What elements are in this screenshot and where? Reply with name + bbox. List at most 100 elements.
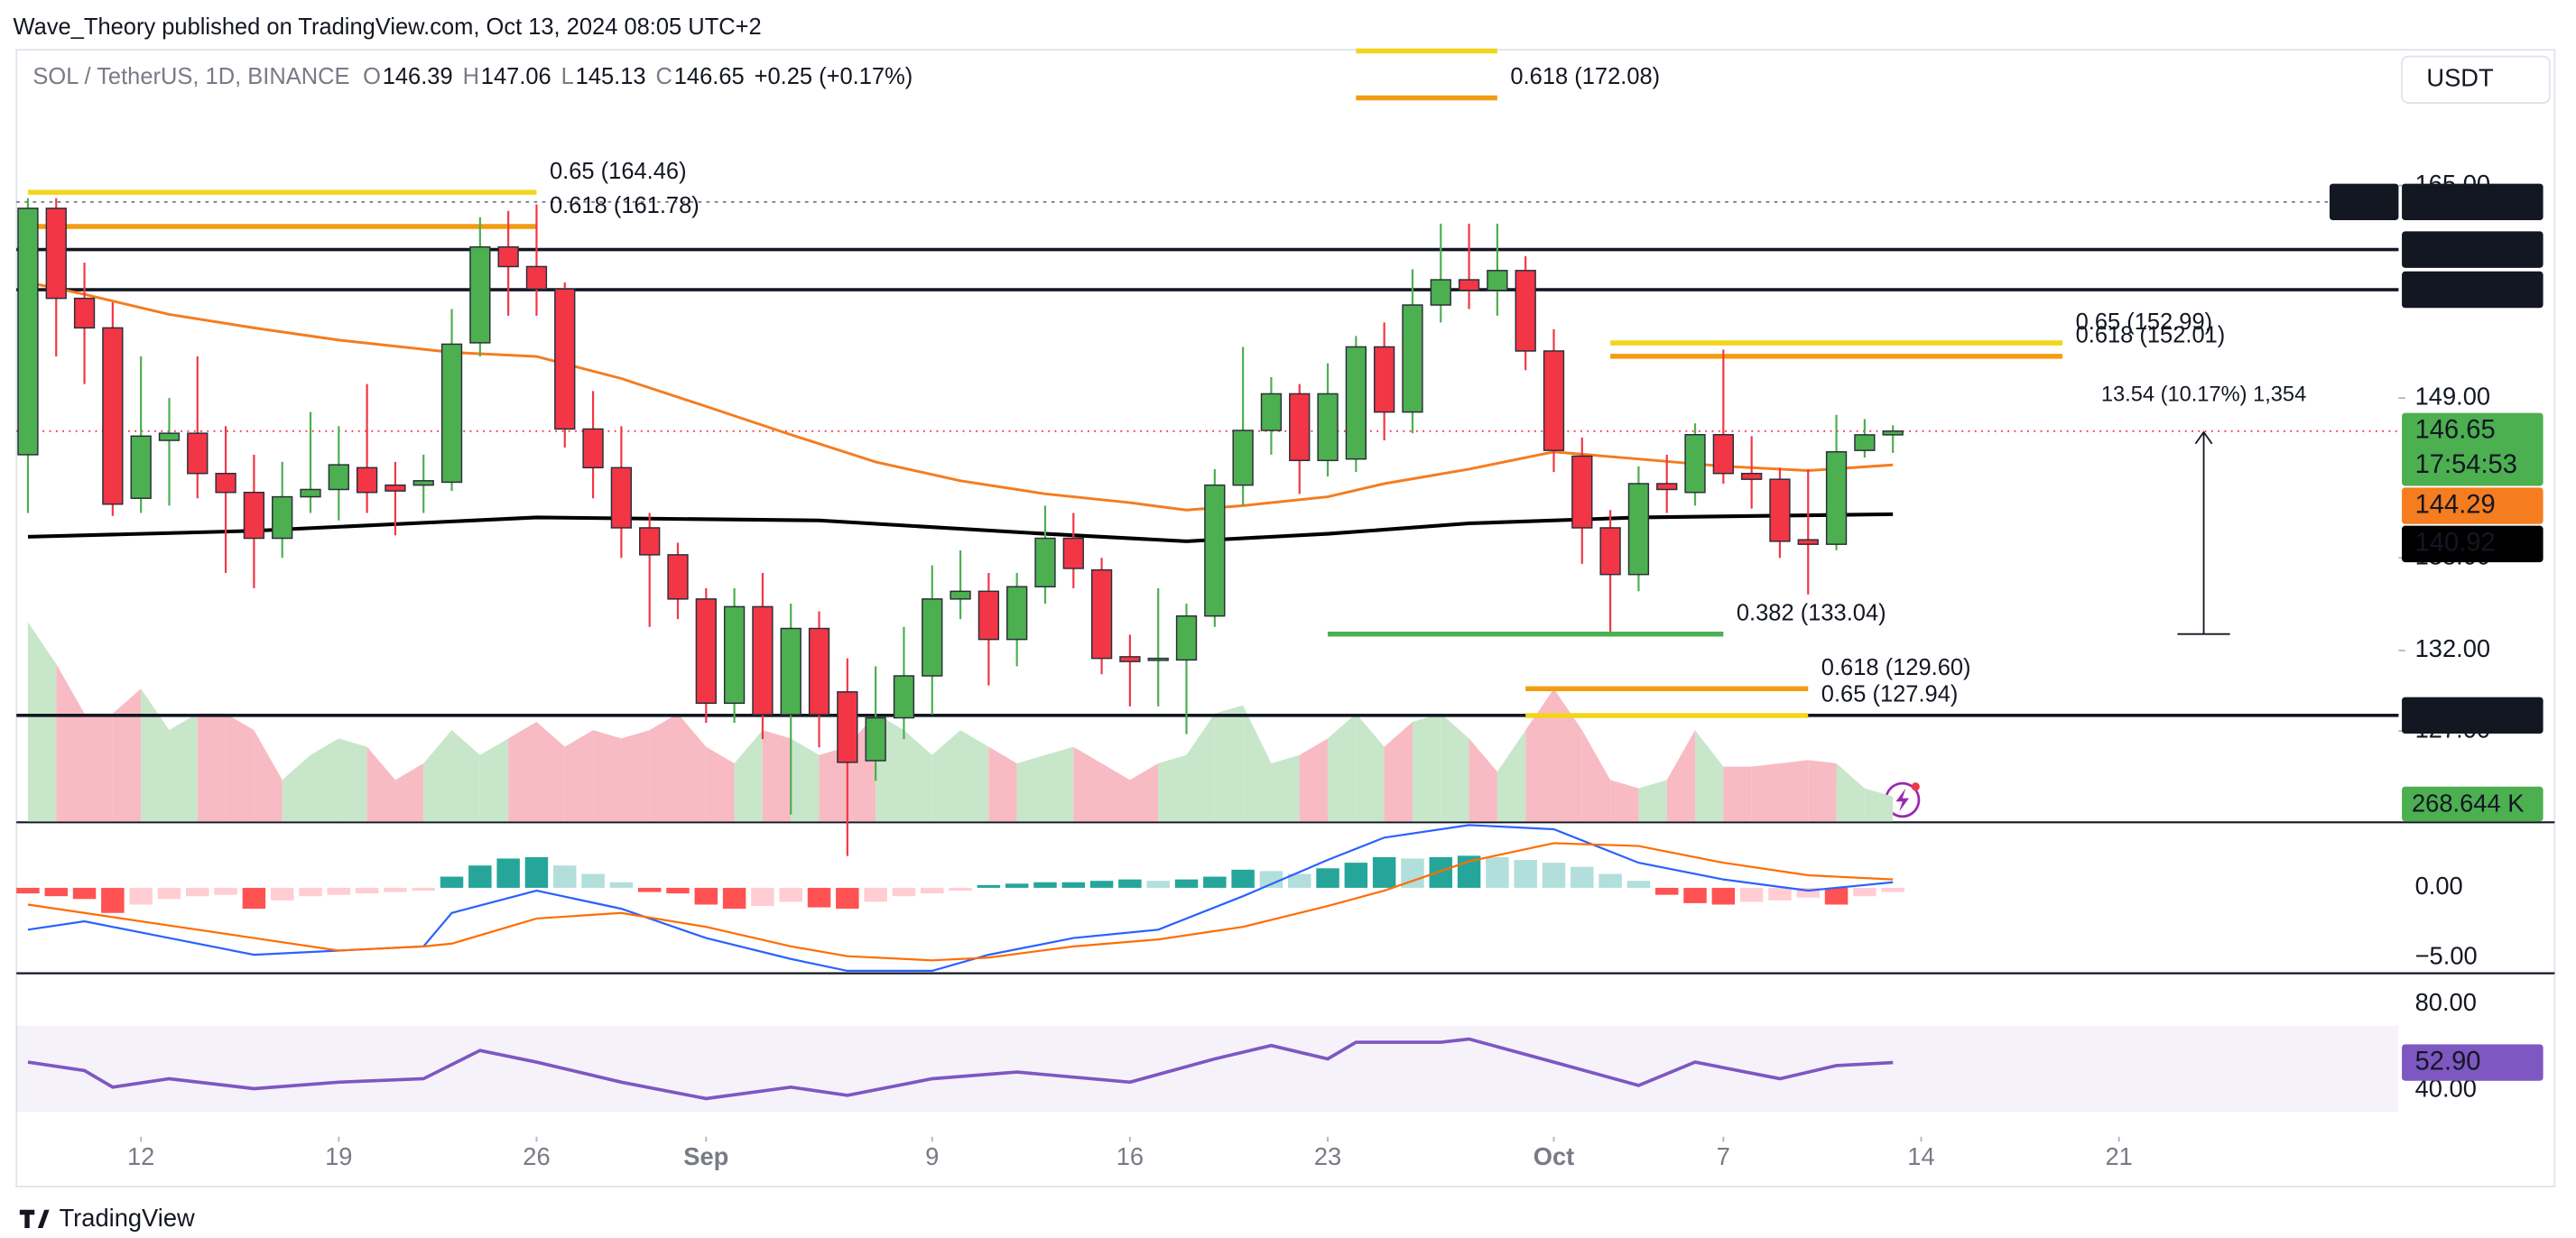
volume-area	[56, 663, 85, 822]
x-tick-label: 7	[1717, 1142, 1730, 1170]
macd-histogram-bar	[637, 887, 662, 892]
candle-body	[73, 297, 96, 329]
macd-histogram-bar	[299, 887, 322, 897]
candle-body	[272, 495, 293, 540]
macd-histogram-bar	[921, 887, 944, 894]
axis-label-box	[2402, 183, 2544, 221]
candle-body	[1627, 483, 1650, 576]
candle-body	[1345, 346, 1367, 460]
macd-histogram-bar	[496, 858, 520, 888]
currency-box[interactable]	[2401, 55, 2551, 104]
volume-area	[762, 730, 792, 822]
volume-area	[1214, 705, 1244, 822]
candle-body	[243, 491, 265, 540]
macd-histogram-bar	[384, 887, 407, 892]
candle-body	[1175, 614, 1198, 661]
candle-body	[130, 435, 152, 499]
brand: TradingView	[19, 1204, 195, 1232]
macd-histogram-bar	[1626, 881, 1651, 888]
axis-tag-box	[2329, 183, 2399, 221]
macd-histogram-bar	[412, 887, 435, 892]
volume-area	[593, 730, 622, 822]
volume-last-label: 268.644 K	[2412, 789, 2524, 817]
macd-histogram-bar	[1288, 873, 1311, 888]
macd-histogram-bar	[186, 887, 209, 897]
volume-area	[141, 688, 170, 822]
macd-histogram-bar	[666, 887, 690, 894]
axis-label: 140.92	[2415, 529, 2496, 558]
volume-area	[423, 730, 452, 822]
macd-histogram-bar	[1259, 871, 1283, 888]
macd-histogram-bar	[1146, 881, 1170, 888]
volume-area	[1553, 688, 1582, 822]
y-tick-label: 132.00	[2415, 634, 2490, 662]
macd-histogram-bar	[1118, 879, 1142, 888]
volume-area	[1243, 705, 1272, 822]
x-tick-label: 16	[1117, 1142, 1144, 1170]
macd-histogram-bar	[1372, 856, 1396, 888]
volume-area	[1271, 754, 1300, 822]
candle-body	[1571, 455, 1593, 529]
macd-histogram-bar	[1429, 856, 1453, 888]
volume-area	[960, 730, 989, 822]
candle-body	[780, 627, 802, 716]
measure-label: 13.54 (10.17%) 1,354	[2101, 383, 2306, 407]
legend-change: +0.25 (+0.17%)	[755, 64, 913, 89]
volume-area	[1496, 730, 1526, 822]
candle-body	[1090, 568, 1113, 660]
candle-body	[1543, 350, 1565, 451]
candle-body	[922, 598, 943, 677]
brand-name: TradingView	[60, 1204, 195, 1232]
macd-histogram-bar	[1203, 876, 1227, 888]
volume-area	[366, 746, 395, 822]
axis-label: 160.00	[2415, 234, 2496, 263]
volume-area	[1751, 762, 1780, 822]
volume-area	[197, 713, 227, 822]
candle-body	[639, 527, 661, 556]
volume-area	[1638, 780, 1667, 822]
fib-label: 0.382 (133.04)	[1737, 600, 1886, 625]
macd-histogram-bar	[751, 887, 774, 907]
candle-body	[1260, 393, 1283, 431]
volume-area	[1158, 754, 1187, 822]
candle-body	[469, 245, 491, 344]
macd-histogram-bar	[1796, 887, 1821, 898]
macd-histogram-bar	[1571, 866, 1594, 888]
macd-histogram-bar	[1654, 887, 1679, 895]
volume-area	[1044, 746, 1074, 822]
currency[interactable]: USDT	[2426, 63, 2494, 91]
x-tick-label: 19	[325, 1142, 352, 1170]
volume-area	[451, 730, 480, 822]
macd-histogram-bar	[1853, 887, 1876, 897]
candle-body	[1062, 537, 1084, 569]
candle-body	[1034, 537, 1056, 587]
volume-area	[1299, 738, 1329, 822]
macd-histogram-bar	[327, 887, 351, 895]
macd-histogram-bar	[1005, 883, 1029, 888]
volume-area	[1695, 730, 1724, 822]
chart-frame	[15, 49, 2556, 1187]
candle-body	[950, 590, 971, 600]
volume-last-box	[2402, 786, 2544, 822]
candle-body	[440, 343, 463, 484]
volume-area	[1186, 713, 1215, 822]
candle-body	[1458, 279, 1480, 291]
candle-body	[1797, 539, 1819, 545]
macd-histogram-bar	[1881, 887, 1904, 892]
candle-body	[1289, 393, 1311, 462]
macd-histogram-bar	[1061, 882, 1086, 888]
alert-bolt[interactable]	[1895, 788, 1910, 812]
candle-body	[187, 432, 208, 475]
volume-area	[27, 622, 57, 822]
volume-area	[394, 762, 424, 822]
candle-body	[158, 432, 181, 441]
volume-area	[1525, 688, 1554, 822]
macd-histogram-bar	[694, 887, 718, 905]
candle-body	[1006, 586, 1028, 641]
axis-label: 17:54:53	[2415, 450, 2517, 479]
macd-histogram-bar	[468, 865, 492, 888]
x-tick-label: Oct	[1534, 1142, 1575, 1170]
volume-area	[1836, 762, 1865, 822]
